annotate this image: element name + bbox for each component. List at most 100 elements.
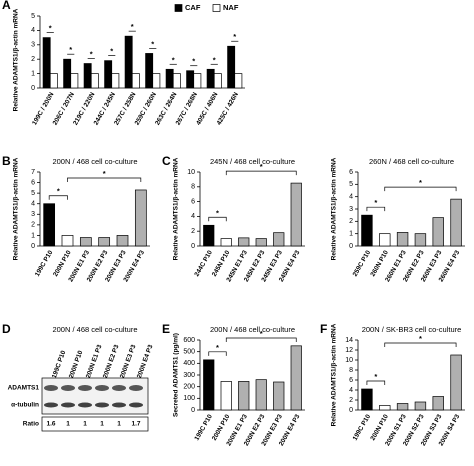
bar bbox=[134, 189, 147, 247]
significance-label: * bbox=[260, 329, 263, 338]
significance-label: * bbox=[260, 162, 263, 171]
significance-label: * bbox=[374, 198, 377, 207]
bar bbox=[90, 73, 99, 89]
y-tick-label: 3 bbox=[31, 42, 35, 49]
y-tick-label: 100 bbox=[183, 395, 195, 402]
bar bbox=[111, 73, 120, 89]
panel-label: F bbox=[320, 322, 327, 336]
y-tick-label: 10 bbox=[187, 169, 195, 176]
significance-label: * bbox=[216, 208, 219, 217]
bar bbox=[42, 37, 51, 89]
bar bbox=[124, 35, 133, 89]
chart-title: 245N / 468 cell co-culture bbox=[210, 157, 295, 166]
lane-label: 200N E3 P3 bbox=[119, 344, 138, 380]
bar bbox=[203, 359, 215, 411]
bar bbox=[83, 63, 92, 89]
bar bbox=[361, 388, 373, 411]
bar bbox=[238, 381, 250, 411]
panel-label: C bbox=[162, 154, 171, 168]
bar bbox=[206, 68, 215, 89]
y-tick-label: 0 bbox=[349, 407, 353, 414]
ratio-value: 1 bbox=[83, 421, 87, 428]
bar bbox=[203, 224, 215, 247]
blot-band bbox=[95, 402, 109, 408]
bar bbox=[131, 73, 140, 89]
legend-label: NAF bbox=[223, 3, 239, 12]
legend-swatch bbox=[212, 4, 221, 12]
y-tick-label: 12 bbox=[345, 347, 353, 354]
significance-label: * bbox=[131, 22, 134, 31]
bar bbox=[361, 214, 373, 247]
bar bbox=[145, 53, 154, 89]
ratio-value: 1 bbox=[66, 421, 70, 428]
y-tick-label: 1 bbox=[31, 70, 35, 77]
ratio-label: Ratio bbox=[23, 421, 39, 428]
blot-band bbox=[112, 385, 126, 391]
significance-label: * bbox=[90, 50, 93, 59]
bar bbox=[450, 354, 462, 411]
significance-bracket bbox=[225, 170, 297, 176]
panel-label: E bbox=[162, 322, 170, 336]
bar bbox=[193, 73, 202, 89]
blot-band bbox=[78, 385, 92, 391]
blot-band bbox=[112, 402, 126, 408]
bar bbox=[290, 345, 302, 411]
bar bbox=[273, 381, 285, 411]
y-axis-label: Relative ADAMTS1/β-actin mRNA bbox=[331, 323, 338, 426]
legend-swatch bbox=[174, 4, 183, 12]
bar bbox=[220, 381, 232, 411]
y-tick-label: 0 bbox=[191, 243, 195, 250]
bar bbox=[414, 401, 427, 411]
significance-label: * bbox=[192, 57, 195, 66]
bar bbox=[152, 73, 161, 89]
y-tick-label: 7 bbox=[31, 169, 35, 176]
bar bbox=[98, 237, 111, 247]
y-axis-label: Relative ADAMTS1/β-actin mRNA bbox=[173, 157, 180, 260]
y-tick-label: 5 bbox=[31, 13, 35, 20]
y-tick-label: 2 bbox=[349, 218, 353, 225]
y-tick-label: 1 bbox=[31, 232, 35, 239]
y-axis-label: Secreted ADAMTS1 (pg/ml) bbox=[173, 333, 180, 417]
lane-label: 199C P10 bbox=[51, 349, 68, 379]
y-tick-label: 0 bbox=[349, 243, 353, 250]
significance-bracket bbox=[384, 342, 457, 347]
y-tick-label: 14 bbox=[345, 337, 353, 344]
bar bbox=[61, 235, 74, 247]
y-tick-label: 6 bbox=[349, 377, 353, 384]
bar bbox=[432, 217, 444, 247]
y-tick-label: 2 bbox=[191, 228, 195, 235]
significance-bracket bbox=[366, 380, 386, 385]
legend-label: CAF bbox=[185, 3, 201, 12]
significance-bracket bbox=[208, 351, 227, 356]
y-tick-label: 2 bbox=[349, 397, 353, 404]
significance-label: * bbox=[103, 169, 106, 178]
y-tick-label: 0 bbox=[191, 407, 195, 414]
significance-label: * bbox=[110, 47, 113, 56]
y-axis-label: Relative ADAMTS1/β-actin mRNA bbox=[331, 157, 338, 260]
chart-title: 200N / SK-BR3 cell co-culture bbox=[362, 325, 462, 334]
bar bbox=[379, 405, 391, 411]
bar bbox=[63, 58, 72, 89]
y-tick-label: 0 bbox=[31, 243, 35, 250]
panel-label: B bbox=[2, 154, 11, 168]
bar bbox=[450, 198, 462, 247]
y-tick-label: 4 bbox=[31, 27, 35, 34]
bar bbox=[379, 233, 391, 247]
y-tick-label: 2 bbox=[31, 56, 35, 63]
y-tick-label: 2 bbox=[31, 222, 35, 229]
y-tick-label: 5 bbox=[349, 181, 353, 188]
y-tick-label: 1 bbox=[349, 231, 353, 238]
ratio-value: 1.7 bbox=[131, 421, 140, 428]
y-axis-label: Relative ADAMTS1/β-actin mRNA bbox=[13, 157, 20, 260]
bar bbox=[238, 237, 250, 247]
bar bbox=[227, 45, 236, 89]
bar bbox=[220, 238, 232, 247]
y-tick-label: 3 bbox=[31, 211, 35, 218]
significance-bracket bbox=[366, 206, 386, 212]
y-tick-label: 10 bbox=[345, 357, 353, 364]
bar bbox=[234, 73, 243, 89]
y-tick-label: 600 bbox=[183, 337, 195, 344]
blot-band bbox=[61, 402, 75, 408]
y-tick-label: 4 bbox=[349, 194, 353, 201]
